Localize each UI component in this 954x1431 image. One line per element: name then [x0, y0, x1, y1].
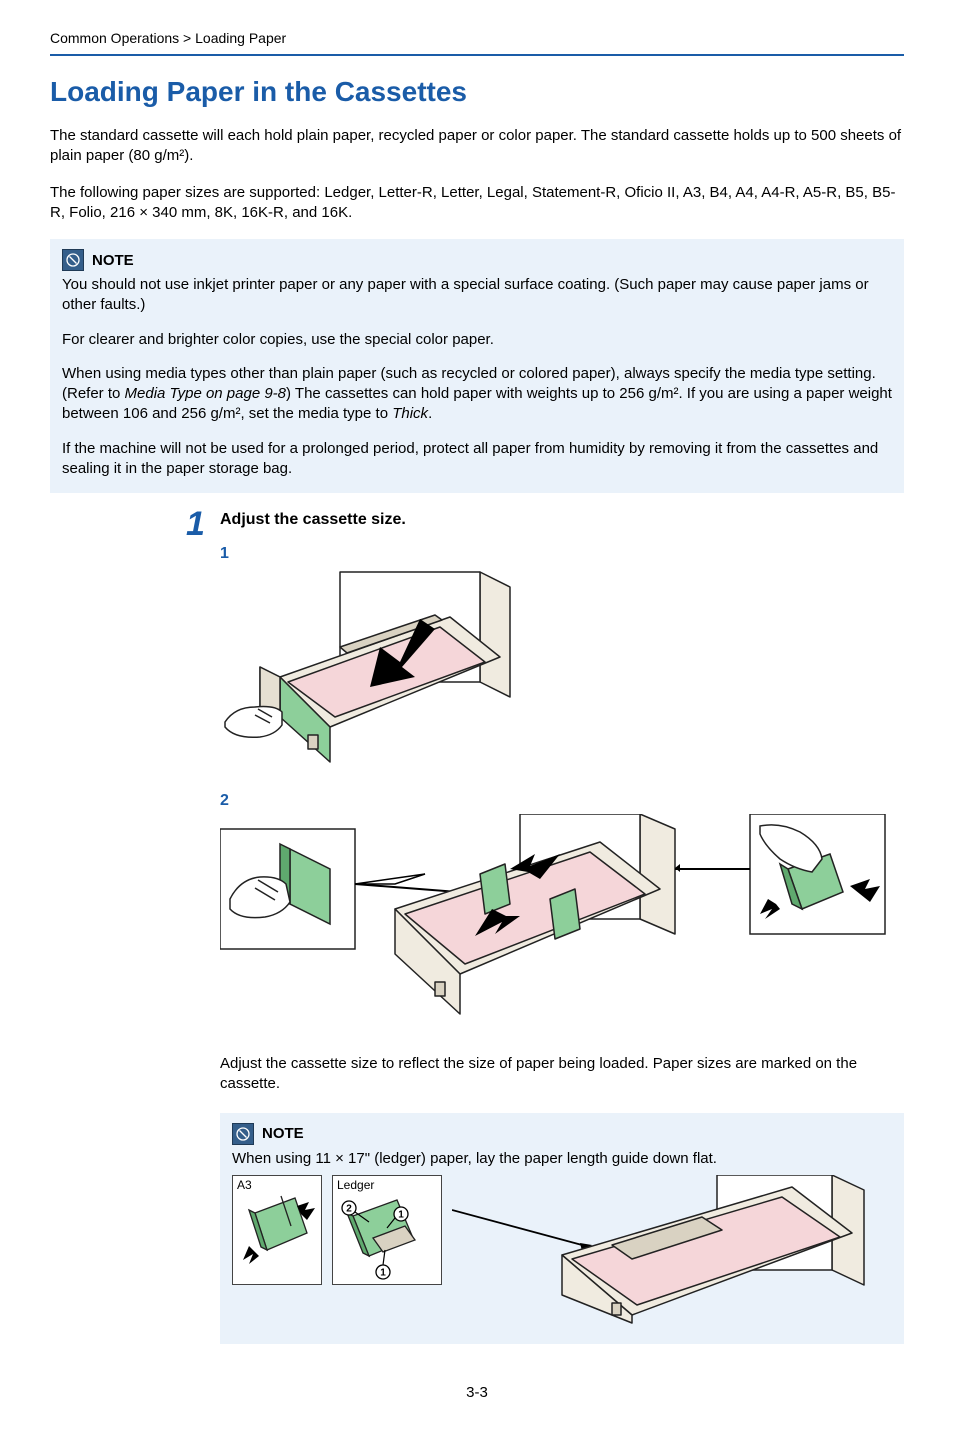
note-header: NOTE: [62, 249, 892, 271]
note-p3-after-b: .: [428, 405, 432, 422]
note-nested-title: NOTE: [262, 1125, 304, 1142]
illustration-1: [220, 567, 904, 772]
note-p3-ref: Media Type on page 9-8: [125, 385, 287, 402]
note-main-p1: You should not use inkjet printer paper …: [62, 275, 892, 316]
callout-1a: 1: [398, 1209, 404, 1220]
substep-2-number: 2: [220, 792, 904, 810]
nested-main-illus: [452, 1175, 882, 1330]
note-main-p4: If the machine will not be used for a pr…: [62, 439, 892, 480]
step-title: Adjust the cassette size.: [220, 511, 904, 529]
mini-label-ledger: Ledger: [337, 1178, 374, 1192]
note-nested-header: NOTE: [232, 1123, 892, 1145]
mini-frame-a3: A3: [232, 1175, 322, 1285]
page-number: 3-3: [50, 1384, 904, 1401]
illustration-2: [220, 814, 904, 1034]
note-icon: [62, 249, 84, 271]
step-1-block: 1 Adjust the cassette size. 1: [220, 511, 904, 1344]
note-nested-p1: When using 11 × 17" (ledger) paper, lay …: [232, 1149, 892, 1169]
note-box-main: NOTE You should not use inkjet printer p…: [50, 239, 904, 493]
intro-paragraph-2: The following paper sizes are supported:…: [50, 183, 904, 224]
breadcrumb: Common Operations > Loading Paper: [50, 30, 904, 46]
divider-top: [50, 54, 904, 56]
mini-label-a3: A3: [237, 1178, 252, 1192]
note-p3-thick: Thick: [392, 405, 428, 422]
callout-2: 2: [346, 1203, 352, 1214]
callout-1b: 1: [380, 1267, 386, 1278]
page-title: Loading Paper in the Cassettes: [50, 76, 904, 108]
mini-frame-ledger: Ledger 2 1: [332, 1175, 442, 1285]
note-box-nested: NOTE When using 11 × 17" (ledger) paper,…: [220, 1113, 904, 1344]
note-icon: [232, 1123, 254, 1145]
note-title: NOTE: [92, 252, 134, 269]
step-caption: Adjust the cassette size to reflect the …: [220, 1054, 904, 1095]
note-main-p3: When using media types other than plain …: [62, 364, 892, 425]
note-main-p2: For clearer and brighter color copies, u…: [62, 330, 892, 350]
step-number: 1: [186, 505, 205, 544]
intro-paragraph-1: The standard cassette will each hold pla…: [50, 126, 904, 167]
nested-illustrations: A3 Ledger: [232, 1175, 892, 1330]
substep-1-number: 1: [220, 545, 904, 563]
